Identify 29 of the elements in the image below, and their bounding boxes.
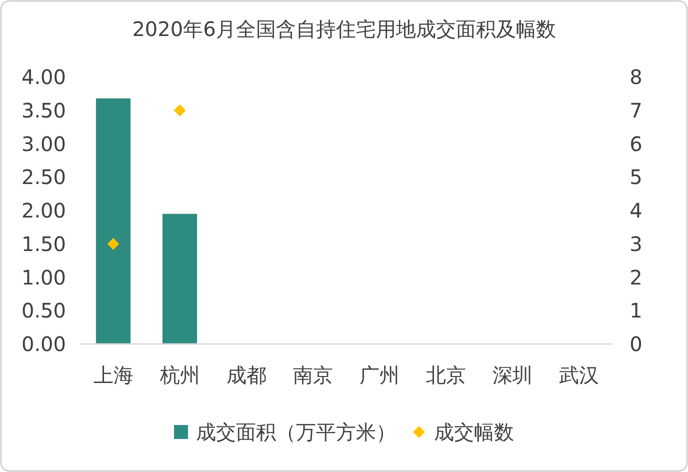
- y-tick-label: 2.50: [21, 165, 66, 190]
- y-tick-label: 0.50: [21, 298, 66, 323]
- legend-label: 成交面积（万平方米）: [196, 420, 396, 444]
- y-tick-label: 1.50: [21, 232, 66, 256]
- x-tick-label: 广州: [359, 363, 400, 387]
- y-tick-label: 2.00: [21, 198, 66, 222]
- y2-tick-label: 5: [630, 165, 642, 190]
- y-tick-label: 3.00: [21, 132, 66, 156]
- chart-title: 2020年6月全国含自持住宅用地成交面积及幅数: [132, 17, 556, 41]
- y2-tick-label: 3: [630, 232, 642, 256]
- x-tick-label: 武汉: [558, 363, 599, 387]
- y2-tick-label: 0: [630, 332, 642, 356]
- y2-tick-label: 6: [630, 132, 642, 156]
- x-tick-label: 杭州: [158, 363, 200, 387]
- x-tick-label: 深圳: [492, 363, 532, 387]
- y2-tick-label: 1: [630, 298, 642, 323]
- y-tick-label: 3.50: [21, 98, 66, 122]
- y2-tick-label: 2: [630, 265, 642, 290]
- y-tick-label: 0.00: [21, 332, 66, 356]
- y2-tick-label: 4: [630, 198, 642, 222]
- y2-tick-label: 7: [630, 98, 642, 122]
- y2-tick-label: 8: [630, 65, 642, 89]
- y-tick-label: 1.00: [21, 265, 66, 290]
- x-tick-label: 南京: [292, 363, 333, 387]
- x-tick-label: 成都: [226, 363, 266, 387]
- legend-label: 成交幅数: [434, 420, 514, 444]
- y-tick-label: 4.00: [21, 65, 66, 89]
- x-tick-label: 北京: [426, 363, 466, 387]
- x-tick-label: 上海: [93, 363, 134, 387]
